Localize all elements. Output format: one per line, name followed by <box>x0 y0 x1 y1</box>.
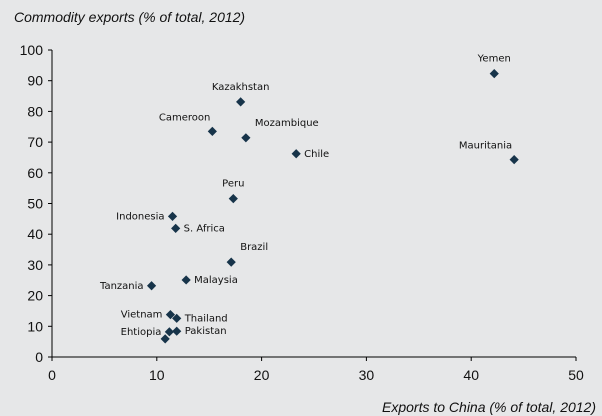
point-label: Pakistan <box>185 326 227 337</box>
y-tick-label: 60 <box>27 165 43 181</box>
y-tick-label: 80 <box>27 103 43 119</box>
tick-labels: 0 10 20 30 40 50 60 70 80 90 100 0 10 20 30 40 50 <box>20 42 584 383</box>
point-label: Kazakhstan <box>212 82 270 93</box>
y-tick-label: 10 <box>27 318 43 334</box>
point-label: Chile <box>304 149 329 160</box>
x-tick-label: 0 <box>48 367 56 383</box>
x-tick-label: 20 <box>254 367 270 383</box>
point-label: Malaysia <box>194 275 238 286</box>
x-axis-title: Exports to China (% of total, 2012) <box>382 399 596 415</box>
point-label: Tanzania <box>99 281 144 292</box>
point-label: Peru <box>222 179 244 190</box>
data-point-mauritania <box>509 154 519 165</box>
data-point-tanzania <box>146 281 157 291</box>
y-tick-label: 90 <box>27 73 43 89</box>
x-tick-label: 10 <box>149 367 165 383</box>
point-label: Indonesia <box>116 211 164 222</box>
data-point-kazakhstan <box>236 97 246 107</box>
data-point-brazil <box>226 257 236 267</box>
y-tick-label: 100 <box>20 42 44 58</box>
data-point-peru <box>228 193 238 204</box>
data-point-cameroon <box>207 126 217 136</box>
x-tick-label: 50 <box>568 367 584 383</box>
y-tick-label: 50 <box>27 196 43 212</box>
x-tick-label: 40 <box>463 367 479 383</box>
point-label: Thailand <box>184 313 228 324</box>
data-point-pakistan <box>172 326 182 336</box>
y-tick-label: 70 <box>27 134 43 150</box>
point-label: S. Africa <box>184 223 225 234</box>
chart-title: Commodity exports (% of total, 2012) <box>14 9 245 25</box>
data-point-yemen <box>489 69 499 79</box>
point-label: Cameroon <box>159 112 210 123</box>
data-point <box>160 334 170 344</box>
data-points <box>146 69 519 344</box>
point-labels: Yemen Kazakhstan Cameroon Mozambique Chile Ma… <box>99 54 512 338</box>
y-tick-label: 20 <box>27 288 43 304</box>
point-label: Brazil <box>240 242 268 253</box>
data-point-chile <box>291 149 301 159</box>
y-tick-label: 40 <box>27 226 43 242</box>
data-point-indonesia <box>167 211 178 221</box>
data-point-thailand <box>172 313 182 323</box>
data-point-vietnam <box>165 310 176 320</box>
point-label: Yemen <box>477 54 511 65</box>
data-point-s-africa <box>171 223 181 233</box>
x-tick-label: 30 <box>359 367 375 383</box>
data-point-malaysia <box>181 275 191 285</box>
axes <box>48 49 577 361</box>
point-label: Mauritania <box>459 141 512 152</box>
y-tick-label: 30 <box>27 257 43 273</box>
point-label: Vietnam <box>121 310 163 321</box>
point-label: Mozambique <box>255 118 319 129</box>
y-tick-label: 0 <box>35 349 43 365</box>
point-label: Ehtiopia <box>121 327 162 338</box>
data-point-ehtiopia <box>164 327 174 337</box>
data-point-mozambique <box>241 133 251 143</box>
